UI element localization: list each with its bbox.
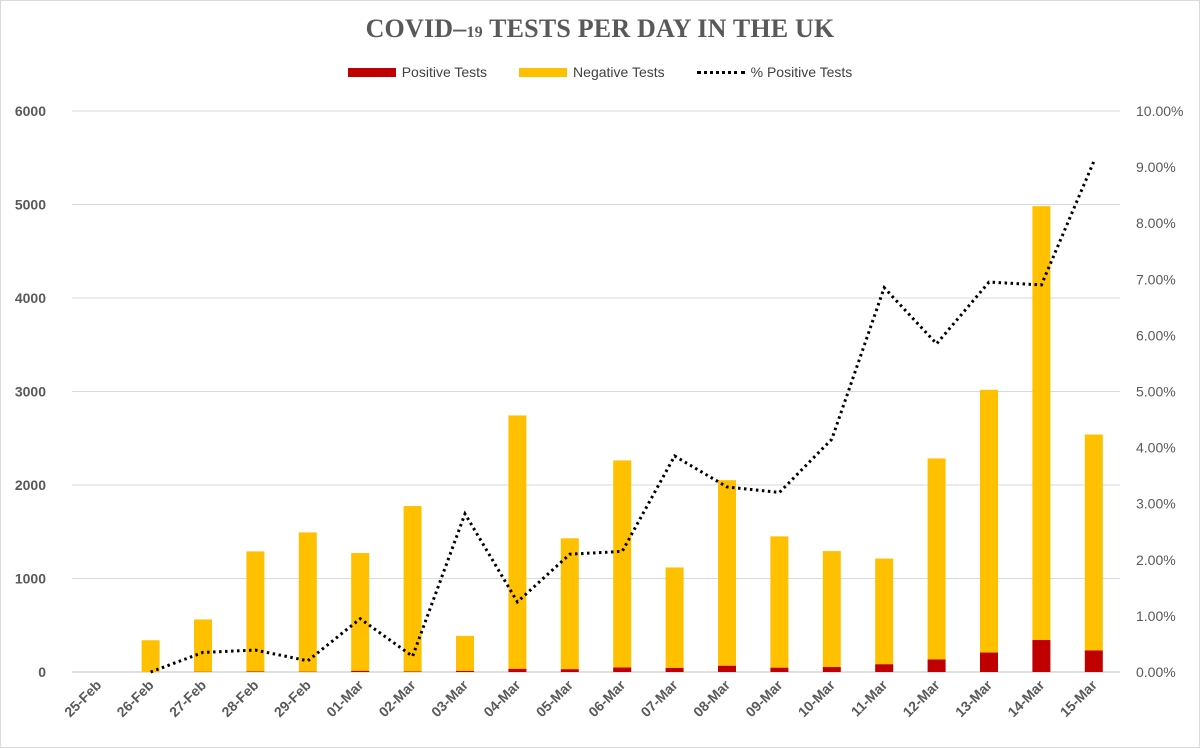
y-right-tick-label: 2.00% (1136, 552, 1176, 568)
y-right-tick-label: 0.00% (1136, 664, 1176, 680)
x-tick-label: 03-Mar (428, 676, 472, 720)
x-tick-label: 29-Feb (271, 677, 314, 720)
legend-swatch-positive (347, 67, 396, 77)
y-right-tick-label: 5.00% (1136, 384, 1176, 400)
y-right-tick-label: 4.00% (1136, 440, 1176, 456)
y-left-tick-label: 4000 (15, 290, 46, 306)
y-right-tick-label: 1.00% (1136, 608, 1176, 624)
bar-positive (1084, 650, 1103, 672)
bar-positive (770, 667, 789, 672)
y-left-tick-label: 1000 (15, 571, 46, 587)
bar-negative (508, 415, 527, 669)
bar-positive (613, 667, 632, 672)
y-left-tick-label: 5000 (15, 197, 46, 213)
x-tick-label: 26-Feb (113, 677, 156, 720)
bar-negative (351, 553, 370, 671)
y-right-tick-label: 8.00% (1136, 215, 1176, 231)
bar-positive (456, 670, 474, 672)
bar-negative (194, 619, 212, 672)
y-right-tick-label: 3.00% (1136, 496, 1176, 512)
chart-title: COVID–19 TESTS PER DAY IN THE UK (0, 14, 1200, 44)
bar-negative (246, 551, 265, 672)
x-tick-label: 04-Mar (480, 676, 524, 720)
x-tick-label: 15-Mar (1057, 676, 1101, 720)
y-left-tick-label: 6000 (15, 103, 46, 119)
y-right-tick-label: 7.00% (1136, 271, 1176, 287)
x-tick-label: 08-Mar (690, 676, 734, 720)
bar-negative (298, 532, 317, 672)
x-tick-label: 25-Feb (61, 677, 104, 720)
legend-item-percent: % Positive Tests (696, 64, 853, 80)
x-tick-label: 27-Feb (166, 677, 209, 720)
bar-negative (665, 567, 684, 668)
x-tick-label: 05-Mar (533, 676, 577, 720)
bar-negative (560, 538, 579, 670)
legend-swatch-percent (696, 70, 745, 74)
bar-negative (875, 558, 894, 665)
x-tick-label: 07-Mar (637, 676, 681, 720)
y-left-tick-label: 2000 (15, 477, 46, 493)
bar-negative (822, 551, 841, 668)
bar-positive (822, 667, 841, 672)
bar-positive (875, 664, 894, 672)
bar-negative (718, 480, 736, 666)
x-tick-label: 10-Mar (795, 676, 839, 720)
x-tick-label: 13-Mar (952, 676, 996, 720)
bar-negative (1032, 206, 1051, 641)
bar-positive (665, 667, 684, 672)
bar-negative (613, 460, 632, 668)
bar-negative (456, 635, 474, 671)
x-tick-label: 14-Mar (1004, 676, 1048, 720)
x-tick-label: 28-Feb (218, 677, 261, 720)
legend-label-positive: Positive Tests (401, 64, 488, 80)
chart-title-rest: TESTS PER DAY IN THE UK (482, 14, 835, 43)
bar-positive (927, 659, 946, 672)
legend-label-percent: % Positive Tests (750, 64, 853, 80)
y-left-tick-label: 0 (38, 664, 46, 680)
y-right-tick-label: 9.00% (1136, 159, 1176, 175)
chart-title-dash: – (453, 14, 467, 43)
legend: Positive Tests Negative Tests % Positive… (0, 64, 1200, 80)
legend-item-negative: Negative Tests (519, 64, 665, 80)
x-tick-label: 06-Mar (585, 676, 629, 720)
bar-negative (141, 640, 160, 672)
bar-positive (560, 669, 579, 672)
bar-negative (1084, 434, 1103, 651)
y-right-tick-label: 10.00% (1136, 103, 1183, 119)
bar-negative (403, 506, 422, 672)
bar-negative (980, 389, 998, 653)
legend-label-negative: Negative Tests (573, 64, 665, 80)
chart-title-sub: 19 (466, 24, 483, 41)
bar-positive (351, 670, 370, 672)
y-right-tick-label: 6.00% (1136, 327, 1176, 343)
legend-item-positive: Positive Tests (347, 64, 488, 80)
y-left-tick-label: 3000 (15, 384, 46, 400)
x-tick-label: 09-Mar (742, 676, 786, 720)
x-tick-label: 02-Mar (375, 676, 419, 720)
x-tick-label: 01-Mar (323, 676, 367, 720)
bar-positive (508, 668, 527, 672)
bar-negative (770, 536, 789, 668)
chart-title-main: COVID (365, 14, 454, 43)
bar-positive (1032, 640, 1051, 672)
bar-positive (980, 652, 998, 672)
bar-positive (718, 665, 736, 672)
x-tick-label: 11-Mar (848, 676, 891, 719)
bar-negative (927, 458, 946, 660)
legend-swatch-negative (519, 67, 568, 77)
x-tick-label: 12-Mar (899, 676, 943, 720)
